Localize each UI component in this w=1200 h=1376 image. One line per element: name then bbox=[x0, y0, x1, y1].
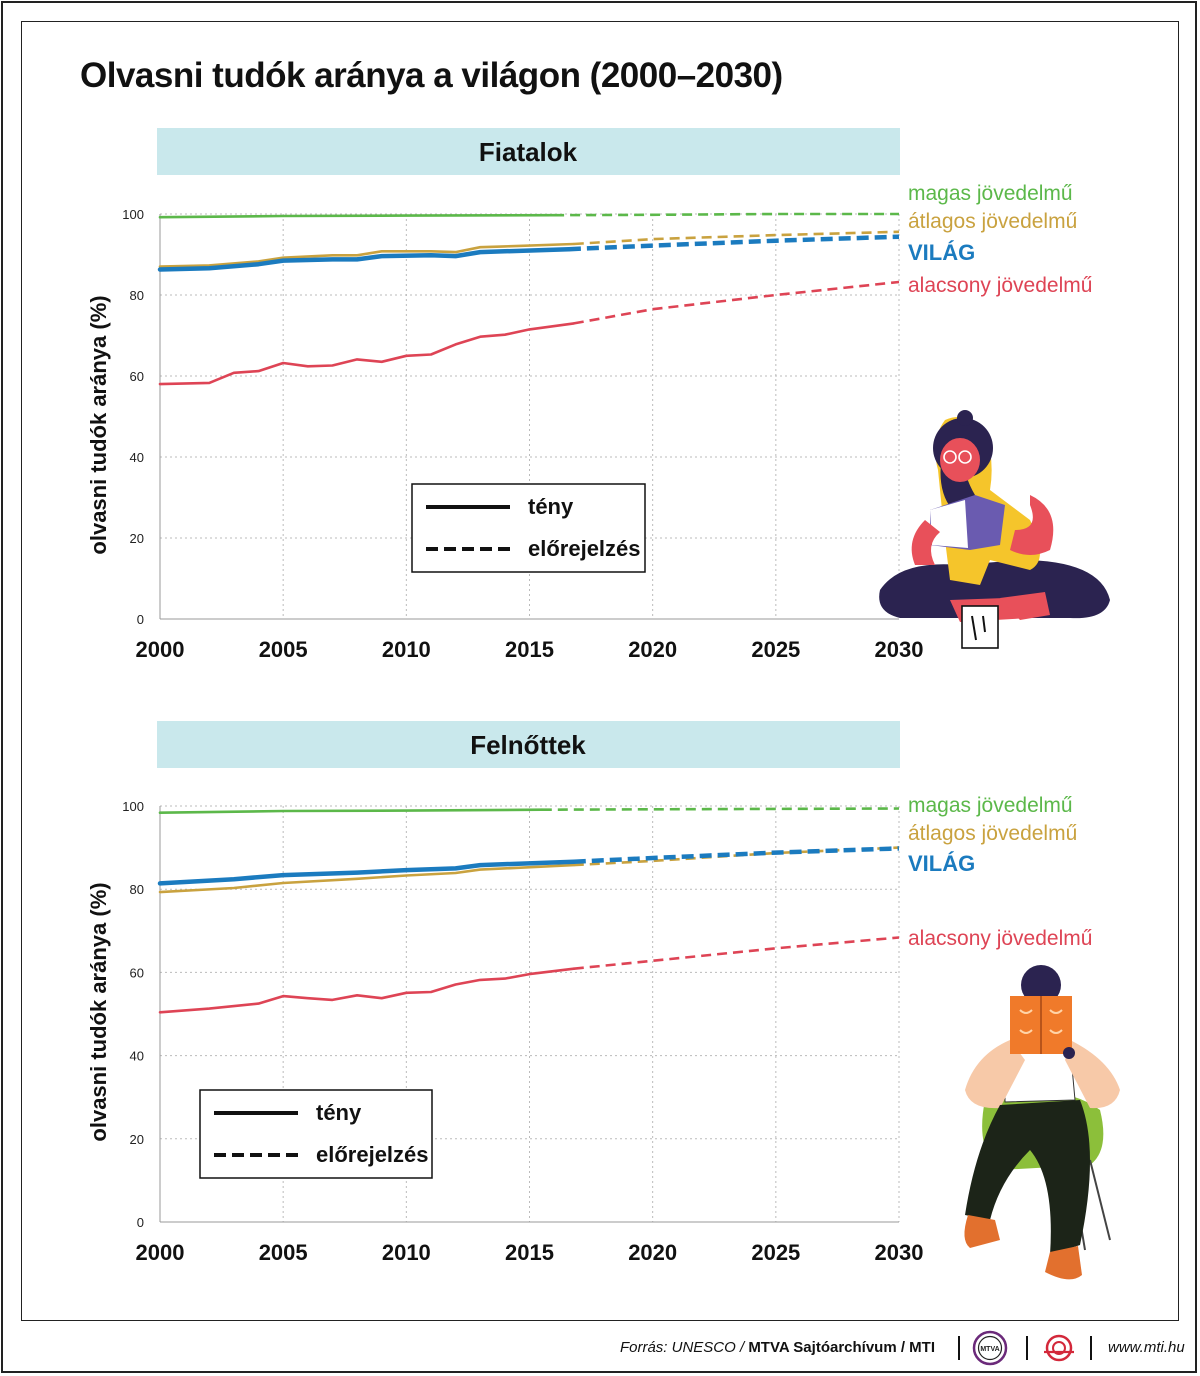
x-tick-label: 2020 bbox=[628, 637, 677, 662]
legend-forecast-label: előrejelzés bbox=[316, 1142, 429, 1167]
series-line-forecast bbox=[541, 807, 900, 812]
series-line-actual bbox=[157, 246, 572, 272]
y-tick-label: 0 bbox=[137, 612, 144, 627]
series-line-actual bbox=[158, 863, 576, 894]
x-tick-label: 2010 bbox=[382, 637, 431, 662]
x-tick-label: 2005 bbox=[259, 1240, 308, 1265]
series-label: alacsony jövedelmű bbox=[908, 927, 1092, 950]
website-link[interactable]: www.mti.hu bbox=[1108, 1339, 1185, 1356]
inner-frame bbox=[21, 21, 1179, 1321]
panel-header bbox=[157, 721, 900, 768]
series-label: átlagos jövedelmű bbox=[908, 210, 1077, 233]
chart-panel: Felnőttek 0 20 40 60 80 100 2000 2005 2010 2015 202… bbox=[86, 721, 1092, 1265]
y-tick-label: 60 bbox=[130, 965, 144, 980]
legend-box bbox=[199, 1089, 433, 1179]
source-text: Forrás: UNESCO / MTVA Sajtóarchívum / MT… bbox=[620, 1339, 935, 1356]
x-tick-label: 2020 bbox=[628, 1240, 677, 1265]
x-tick-label: 2000 bbox=[136, 637, 185, 662]
y-axis-label: olvasni tudók aránya (%) bbox=[86, 882, 111, 1141]
separator bbox=[1026, 1336, 1028, 1360]
mtva-logo-icon: MTVA bbox=[972, 1330, 1008, 1366]
series-line-actual bbox=[158, 213, 556, 219]
source-prefix: Forrás: UNESCO / bbox=[619, 1339, 749, 1356]
series-line-actual bbox=[158, 967, 576, 1014]
legend: tény előrejelzés bbox=[199, 1089, 433, 1179]
series-line-actual bbox=[158, 242, 576, 268]
x-tick-label: 2005 bbox=[259, 637, 308, 662]
mti-logo-icon bbox=[1044, 1334, 1074, 1362]
y-tick-label: 0 bbox=[137, 1215, 144, 1230]
chart-panel: Fiatalok 0 20 40 60 80 100 2000 2005 2010 2015 2020… bbox=[86, 128, 1092, 662]
series-line-forecast bbox=[573, 936, 900, 970]
series-label: magas jövedelmű bbox=[908, 794, 1073, 817]
series-label: VILÁG bbox=[908, 240, 975, 265]
series-label: VILÁG bbox=[908, 851, 975, 876]
y-tick-label: 40 bbox=[130, 450, 144, 465]
series-line-forecast bbox=[573, 230, 900, 246]
legend-actual-label: tény bbox=[528, 494, 574, 519]
y-tick-label: 60 bbox=[130, 369, 144, 384]
legend-box bbox=[411, 483, 646, 573]
series-label: átlagos jövedelmű bbox=[908, 822, 1077, 845]
y-tick-label: 40 bbox=[130, 1049, 144, 1064]
panel-title: Felnőttek bbox=[470, 730, 586, 760]
x-tick-label: 2015 bbox=[505, 637, 554, 662]
y-tick-label: 80 bbox=[130, 882, 144, 897]
legend: tény előrejelzés bbox=[411, 483, 646, 573]
series-label: alacsony jövedelmű bbox=[908, 274, 1092, 297]
page-title: Olvasni tudók aránya a világon (2000–203… bbox=[80, 56, 783, 95]
man-reading-illustration bbox=[964, 965, 1120, 1280]
series-line-actual bbox=[158, 808, 544, 815]
series-label: magas jövedelmű bbox=[908, 182, 1073, 205]
y-tick-label: 100 bbox=[122, 207, 144, 222]
footer: Forrás: UNESCO / MTVA Sajtóarchívum / MT… bbox=[540, 1330, 1185, 1366]
series-line-forecast bbox=[568, 234, 900, 252]
series-line-forecast bbox=[573, 280, 900, 325]
x-tick-label: 2030 bbox=[875, 637, 924, 662]
x-tick-label: 2030 bbox=[875, 1240, 924, 1265]
separator bbox=[958, 1336, 960, 1360]
legend-actual-label: tény bbox=[316, 1100, 362, 1125]
x-tick-label: 2000 bbox=[136, 1240, 185, 1265]
mtva-logo-text: MTVA bbox=[980, 1346, 999, 1353]
y-tick-label: 100 bbox=[122, 799, 144, 814]
y-tick-label: 80 bbox=[130, 288, 144, 303]
y-tick-label: 20 bbox=[130, 531, 144, 546]
panel-title: Fiatalok bbox=[479, 137, 578, 167]
y-tick-label: 20 bbox=[130, 1132, 144, 1147]
y-axis-label: olvasni tudók aránya (%) bbox=[86, 295, 111, 554]
panel-header bbox=[157, 128, 900, 175]
series-line-forecast bbox=[554, 212, 899, 217]
legend-forecast-label: előrejelzés bbox=[528, 536, 641, 561]
x-tick-label: 2025 bbox=[751, 637, 800, 662]
x-tick-label: 2010 bbox=[382, 1240, 431, 1265]
series-line-forecast bbox=[573, 846, 900, 864]
girl-reading-illustration bbox=[879, 410, 1110, 649]
series-line-actual bbox=[158, 322, 576, 386]
x-tick-label: 2015 bbox=[505, 1240, 554, 1265]
separator bbox=[1090, 1336, 1092, 1360]
x-tick-label: 2025 bbox=[751, 1240, 800, 1265]
source-bold: MTVA Sajtóarchívum / MTI bbox=[748, 1339, 935, 1356]
series-line-actual bbox=[157, 859, 577, 886]
